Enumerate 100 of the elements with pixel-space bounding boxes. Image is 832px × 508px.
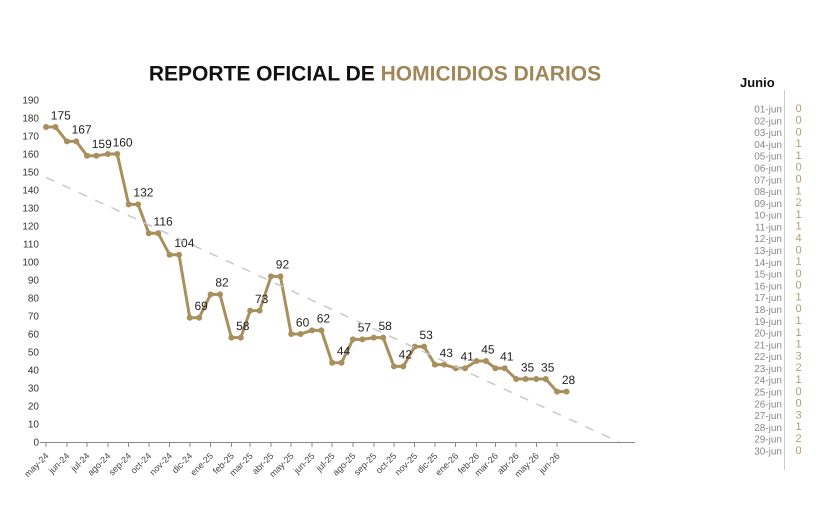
- category-label: 25-jun: [754, 388, 782, 399]
- y-tick-label: 30: [28, 384, 40, 394]
- data-label: 60: [296, 315, 310, 330]
- data-label: 35: [541, 360, 555, 374]
- y-tick-label: 160: [22, 150, 40, 160]
- y-tick-label: 180: [22, 114, 40, 124]
- data-label: 104: [174, 236, 195, 250]
- point: [542, 376, 549, 382]
- point: [228, 334, 234, 341]
- y-tick-label: 20: [28, 402, 40, 412]
- point: [308, 327, 315, 334]
- category-label: 05-jun: [754, 152, 782, 163]
- category-label: 19-jun: [754, 316, 782, 328]
- point: [146, 230, 152, 236]
- data-label: 57: [358, 320, 372, 335]
- data-label: 0: [795, 303, 802, 316]
- data-label: 4: [795, 232, 802, 244]
- y-tick-label: 110: [23, 240, 40, 250]
- y-tick-label: 170: [22, 132, 40, 142]
- data-label: 35: [520, 360, 535, 374]
- data-label: 58: [378, 318, 392, 333]
- data-label: 62: [316, 312, 330, 326]
- category-label: 08-jun: [754, 187, 782, 198]
- data-label: 53: [419, 328, 434, 342]
- category-label: 29-jun: [754, 434, 782, 446]
- point: [288, 331, 294, 337]
- point: [247, 308, 254, 314]
- data-label: 1: [795, 421, 802, 434]
- point: [318, 327, 324, 334]
- y-tick-label: 10: [28, 420, 40, 430]
- data-label: 41: [500, 349, 514, 364]
- data-label: 175: [50, 108, 72, 122]
- category-label: 02-jun: [754, 116, 782, 128]
- data-label: 28: [562, 372, 576, 387]
- y-tick-label: 140: [22, 186, 40, 196]
- point: [196, 314, 202, 321]
- point: [533, 376, 540, 382]
- category-label: 06-jun: [754, 163, 782, 174]
- point: [186, 314, 193, 321]
- category-label: 09-jun: [754, 198, 782, 210]
- data-label: 45: [481, 342, 495, 356]
- data-label: 1: [795, 291, 802, 304]
- data-label: 1: [795, 208, 802, 221]
- data-label: 132: [133, 186, 154, 200]
- data-label: 1: [795, 338, 802, 351]
- point: [462, 365, 468, 372]
- point: [256, 308, 263, 314]
- data-label: 3: [795, 350, 802, 362]
- data-label: 1: [795, 138, 802, 150]
- data-label: 0: [795, 126, 802, 138]
- point: [64, 138, 70, 144]
- data-label: 2: [795, 197, 802, 210]
- y-tick-label: 60: [28, 330, 40, 340]
- point: [216, 291, 223, 298]
- point: [513, 376, 520, 382]
- data-label: 2: [795, 362, 802, 374]
- data-label: 0: [795, 114, 802, 127]
- point: [390, 363, 397, 370]
- point: [370, 334, 377, 341]
- point: [277, 273, 284, 280]
- category-label: 03-jun: [754, 128, 782, 140]
- point: [432, 362, 438, 368]
- category-label: 14-jun: [754, 258, 782, 269]
- category-label: 22-jun: [754, 352, 782, 364]
- category-label: 11-jun: [754, 222, 782, 234]
- y-tick-label: 50: [28, 348, 40, 358]
- data-label: 0: [795, 280, 802, 292]
- y-tick-label: 90: [28, 276, 40, 286]
- y-tick-label: 190: [22, 96, 40, 106]
- data-label: 1: [795, 315, 802, 328]
- data-label: 1: [795, 220, 802, 233]
- category-label: 13-jun: [754, 246, 782, 258]
- point: [104, 151, 111, 157]
- category-label: 04-jun: [754, 140, 782, 151]
- y-tick-label: 150: [22, 168, 40, 178]
- data-label: 0: [795, 244, 802, 256]
- data-label: 1: [795, 150, 802, 162]
- category-label: 30-jun: [754, 446, 782, 458]
- data-label: 43: [440, 346, 454, 360]
- y-tick-label: 120: [22, 222, 40, 232]
- point: [208, 291, 214, 298]
- text: Junio: [740, 75, 775, 90]
- data-label: 160: [112, 135, 133, 150]
- data-label: 1: [795, 256, 802, 268]
- point: [359, 336, 366, 342]
- category-label: 24-jun: [754, 376, 782, 387]
- data-label: 92: [276, 258, 290, 272]
- y-tick-label: 40: [28, 366, 40, 376]
- category-label: 12-jun: [754, 234, 782, 246]
- data-label: 2: [795, 432, 802, 445]
- point: [155, 230, 162, 236]
- point: [238, 334, 244, 341]
- point: [176, 252, 182, 258]
- point: [126, 201, 132, 208]
- point: [268, 273, 274, 280]
- category-label: 01-jun: [754, 104, 782, 116]
- point: [329, 360, 336, 366]
- y-tick-label: 80: [28, 294, 40, 304]
- data-label: 0: [795, 398, 802, 410]
- category-label: 21-jun: [754, 340, 782, 352]
